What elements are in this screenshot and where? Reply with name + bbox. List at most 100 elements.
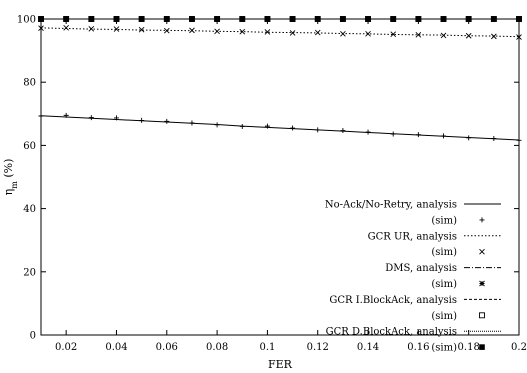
- legend-entry-sim: (sim): [431, 215, 457, 226]
- sim-point: [163, 16, 170, 22]
- legend-entry-sim: (sim): [431, 247, 457, 258]
- sim-point: [88, 16, 95, 22]
- sim-point: [491, 33, 497, 40]
- legend-entry-sim: (sim): [431, 311, 457, 322]
- legend-entry-analysis: DMS, analysis: [385, 263, 457, 274]
- x-axis-title: FER: [268, 358, 293, 371]
- sim-point: [38, 25, 44, 31]
- x-tick-label: 0.08: [206, 342, 228, 353]
- legend-entry-sim: (sim): [431, 343, 457, 354]
- axes-layer: 0.02 0.04 0.06 0.08 0.1 0.12 0.14 0.16 0.18 0.2 0 2…: [17, 15, 527, 354]
- sim-point: [264, 123, 270, 129]
- sim-point: [289, 30, 296, 36]
- sim-point: [440, 16, 447, 22]
- series-line: [40, 27, 520, 38]
- sim-point: [415, 31, 422, 38]
- x-tick-label: 0.14: [357, 342, 379, 353]
- sim-point: [415, 16, 422, 22]
- sim-point: [315, 127, 321, 133]
- sim-point: [138, 26, 145, 33]
- sim-point: [189, 16, 195, 22]
- sim-point: [113, 26, 120, 32]
- sim-point: [390, 16, 397, 22]
- sim-point: [189, 27, 195, 34]
- sim-point: [264, 16, 271, 22]
- sim-point: [365, 129, 371, 135]
- sim-point: [88, 25, 95, 32]
- series-2: [38, 25, 522, 40]
- x-tick-label: 0.1: [259, 342, 275, 353]
- sim-point: [88, 115, 94, 121]
- sim-point: [214, 28, 220, 35]
- sim-point: [479, 344, 485, 350]
- sim-point: [340, 128, 346, 134]
- legend-entry-analysis: No-Ack/No-Retry, analysis: [325, 200, 457, 211]
- sim-point: [516, 137, 522, 143]
- sim-point: [390, 131, 396, 137]
- x-tick-label: 0.06: [156, 342, 178, 353]
- legend: No-Ack/No-Retry, analysis (sim) GCR UR, an…: [325, 200, 501, 354]
- series-line: [40, 115, 520, 141]
- sim-point: [239, 123, 245, 129]
- series-5: [38, 16, 522, 22]
- y-tick-label: 20: [23, 267, 36, 278]
- sim-point: [239, 16, 246, 22]
- sim-point: [479, 312, 485, 319]
- sim-point: [113, 16, 120, 22]
- y-tick-label: 80: [23, 78, 36, 89]
- sim-point: [113, 115, 119, 121]
- sim-point: [214, 122, 220, 128]
- sim-point: [465, 32, 472, 39]
- sim-point: [491, 16, 497, 22]
- sim-point: [163, 27, 170, 34]
- x-tick-label: 0.02: [55, 342, 77, 353]
- sim-point: [479, 217, 485, 223]
- sim-point: [491, 135, 497, 141]
- sim-point: [314, 16, 321, 22]
- sim-point: [365, 31, 371, 37]
- series-1: [38, 112, 522, 143]
- sim-point: [239, 28, 246, 35]
- sim-point: [479, 248, 485, 255]
- y-axis-title-main: η: [2, 189, 15, 196]
- legend-entry-analysis: GCR D.BlockAck, analysis: [326, 327, 457, 338]
- sim-point: [440, 32, 447, 39]
- sim-point: [314, 29, 321, 36]
- series-layer: [38, 16, 522, 143]
- sim-point: [138, 16, 145, 22]
- sim-point: [164, 118, 170, 124]
- sim-point: [139, 117, 145, 123]
- y-axis-title-suffix: (%): [2, 159, 15, 182]
- y-axis-title: ηm (%): [2, 159, 19, 196]
- x-tick-label: 0.2: [511, 342, 527, 353]
- sim-point: [38, 113, 44, 119]
- legend-entry-sim: (sim): [431, 279, 457, 290]
- sim-point: [63, 112, 69, 118]
- y-tick-label: 60: [23, 141, 36, 152]
- legend-entry-analysis: GCR UR, analysis: [368, 231, 457, 242]
- y-tick-label: 40: [23, 204, 36, 215]
- sim-point: [365, 16, 371, 22]
- x-tick-label: 0.18: [458, 342, 480, 353]
- y-tick-label: 0: [30, 331, 36, 342]
- sim-point: [289, 16, 296, 22]
- sim-point: [63, 25, 69, 31]
- sim-point: [390, 31, 397, 37]
- legend-entry-analysis: GCR I.BlockAck, analysis: [329, 295, 457, 306]
- sim-point: [465, 16, 472, 22]
- x-tick-label: 0.12: [307, 342, 329, 353]
- y-tick-label: 100: [17, 15, 36, 26]
- sim-point: [415, 132, 421, 138]
- sim-point: [264, 29, 271, 35]
- sim-point: [38, 16, 44, 22]
- sim-point: [441, 133, 447, 139]
- sim-point: [189, 120, 195, 126]
- sim-point: [340, 31, 346, 37]
- x-tick-label: 0.04: [105, 342, 127, 353]
- sim-point: [466, 135, 472, 141]
- sim-point: [340, 16, 346, 22]
- x-tick-label: 0.16: [407, 342, 429, 353]
- sim-point: [290, 125, 296, 131]
- sim-point: [214, 16, 220, 22]
